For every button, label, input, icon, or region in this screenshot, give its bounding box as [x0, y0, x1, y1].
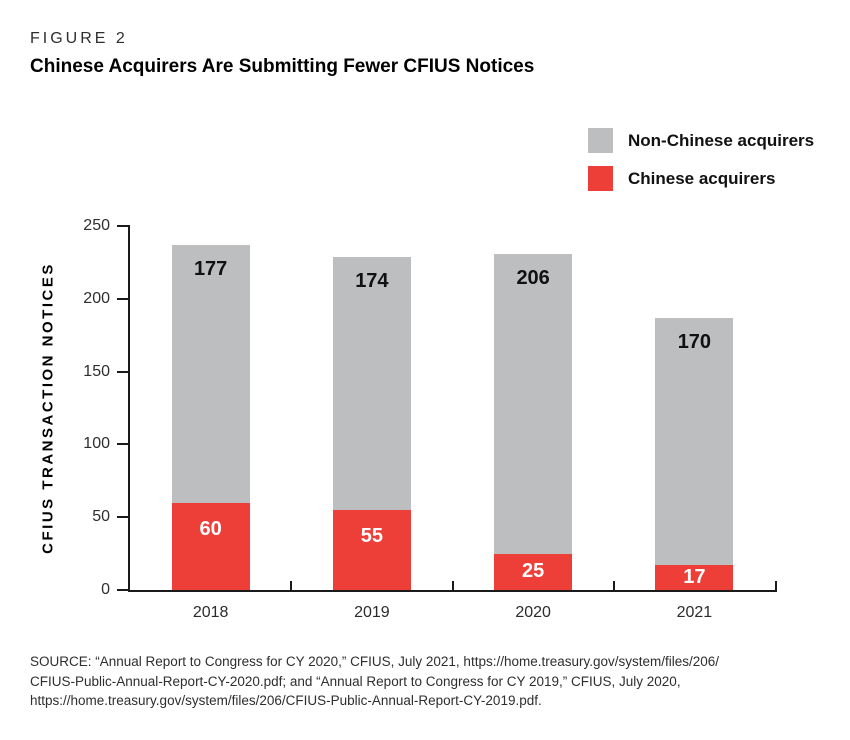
bar-segment-non-chinese-2019: 174 [332, 256, 411, 510]
figure-label: FIGURE 2 [30, 30, 128, 47]
y-tick-label: 200 [83, 289, 110, 307]
legend-item-non-chinese: Non-Chinese acquirers [588, 128, 814, 153]
y-tick-label: 100 [83, 435, 110, 453]
bar-segment-non-chinese-2018: 177 [171, 244, 250, 503]
bar-label-chinese-2020: 25 [522, 560, 545, 583]
bar-label-non-chinese-2018: 177 [193, 257, 228, 280]
bar-segment-non-chinese-2021: 170 [655, 317, 734, 566]
bar-label-chinese-2021: 17 [683, 566, 706, 589]
bar-label-non-chinese-2021: 170 [677, 330, 712, 353]
bar-2018: 177 60 [171, 244, 250, 590]
source-line-1: SOURCE: “Annual Report to Congress for C… [30, 654, 720, 669]
y-tick-label: 250 [83, 217, 110, 234]
chinese-swatch-icon [588, 166, 613, 191]
legend-label-non-chinese: Non-Chinese acquirers [628, 130, 815, 150]
bar-2020: 206 25 [494, 253, 573, 590]
x-category-label-2018: 2018 [192, 604, 229, 621]
x-tick-mark [612, 581, 615, 590]
y-tick-mark [117, 516, 128, 519]
bar-2019: 174 55 [332, 256, 411, 590]
source-line-2: CFIUS-Public-Annual-Report-CY-2020.pdf; … [30, 673, 681, 689]
bar-label-chinese-2018: 60 [199, 517, 222, 540]
figure-title: Chinese Acquirers Are Submitting Fewer C… [30, 56, 535, 77]
bar-2021: 170 17 [655, 317, 734, 590]
y-tick-label: 150 [83, 362, 110, 380]
x-tick-mark [451, 581, 454, 590]
x-tick-mark [775, 581, 777, 590]
non-chinese-swatch-icon [588, 128, 613, 153]
bar-segment-chinese-2018: 60 [171, 502, 250, 590]
y-tick-mark [117, 297, 128, 300]
legend: Non-Chinese acquirers Chinese acquirers [588, 128, 814, 204]
legend-label-chinese: Chinese acquirers [628, 168, 776, 188]
y-axis-line [128, 225, 130, 592]
x-axis-line [128, 590, 777, 592]
y-tick-mark [117, 589, 128, 591]
source-line-3: https://home.treasury.gov/system/files/2… [30, 693, 542, 708]
bar-segment-chinese-2021: 17 [655, 565, 734, 590]
y-tick-label: 0 [101, 581, 110, 598]
bar-label-non-chinese-2019: 174 [355, 269, 389, 292]
bar-label-chinese-2019: 55 [360, 524, 383, 547]
bar-segment-non-chinese-2020: 206 [494, 253, 573, 554]
x-category-label-2020: 2020 [515, 604, 551, 621]
y-tick-mark [117, 370, 128, 373]
bar-label-non-chinese-2020: 206 [516, 266, 550, 289]
bar-segment-chinese-2019: 55 [332, 509, 411, 590]
y-tick-mark [117, 225, 128, 227]
legend-item-chinese: Chinese acquirers [588, 166, 814, 191]
source-note: SOURCE: “Annual Report to Congress for C… [30, 652, 719, 711]
x-category-label-2019: 2019 [354, 604, 390, 621]
y-tick-label: 50 [92, 508, 110, 526]
bar-segment-chinese-2020: 25 [494, 553, 573, 590]
x-tick-mark [290, 581, 293, 590]
y-tick-mark [117, 443, 128, 446]
x-category-label-2021: 2021 [676, 604, 713, 621]
